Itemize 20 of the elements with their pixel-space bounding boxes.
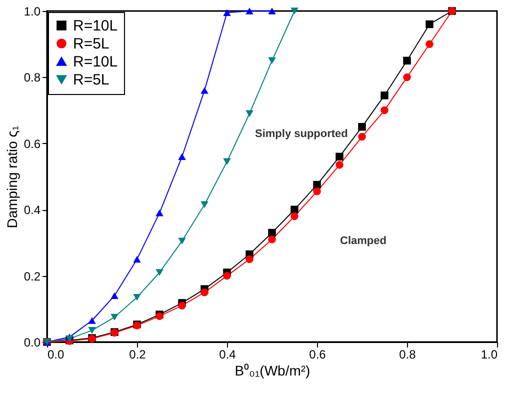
x-tick-label: 0.6: [309, 348, 326, 362]
annotation: Simply supported: [255, 128, 348, 140]
y-tick-label: 0.0: [24, 336, 41, 350]
legend-label: R=5L: [73, 36, 110, 52]
legend-label: R=10L: [73, 54, 118, 70]
x-axis-title: B⁰₀₁(Wb/m²): [234, 362, 310, 378]
x-tick-label: 0.8: [399, 348, 416, 362]
y-tick-label: 0.6: [24, 136, 41, 151]
x-tick-label: 1.0: [480, 348, 498, 362]
y-tick-label: 0.4: [24, 203, 41, 218]
y-axis-title: Damping ratio ς₁: [4, 125, 20, 228]
legend-label: R=10L: [73, 18, 118, 34]
x-tick-label: 0.0: [48, 348, 65, 362]
x-tick-label: 0.4: [219, 348, 236, 362]
y-tick-label: 1.0: [24, 4, 41, 18]
y-tick-label: 0.8: [24, 70, 41, 85]
x-tick-label: 0.2: [129, 348, 146, 362]
annotation: Clamped: [340, 235, 386, 247]
legend-label: R=5L: [73, 72, 110, 88]
y-tick-label: 0.2: [24, 269, 41, 284]
